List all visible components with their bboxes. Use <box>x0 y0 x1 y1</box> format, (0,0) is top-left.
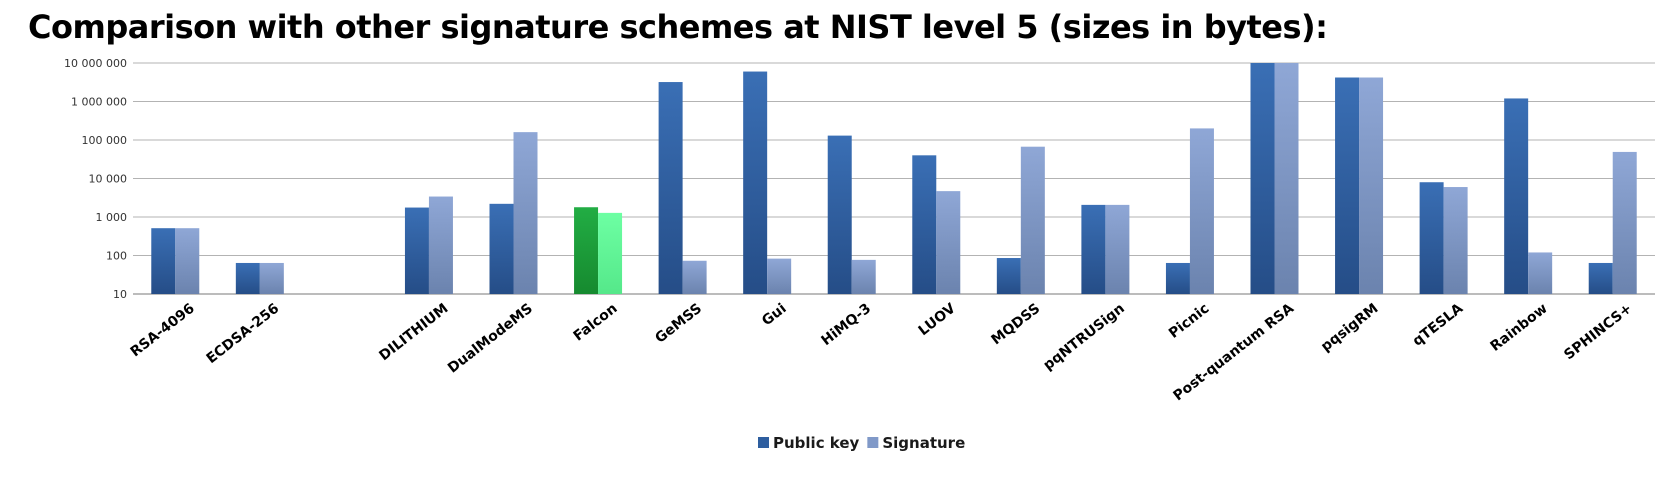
y-tick-label: 1 000 000 <box>71 96 127 109</box>
legend-swatch <box>758 437 769 448</box>
y-tick-label: 100 <box>106 250 127 263</box>
y-tick-label: 10 000 000 <box>64 57 127 70</box>
y-tick-label: 10 <box>113 288 127 301</box>
bar-public-key <box>912 155 937 294</box>
bar-signature <box>259 262 284 294</box>
bar-public-key <box>743 71 768 295</box>
category-label: DILITHIUM <box>376 301 451 365</box>
category-label: Falcon <box>571 301 621 345</box>
category-label: GeMSS <box>652 301 705 347</box>
category-label: pqsigRM <box>1318 301 1381 355</box>
bar-signature <box>1528 252 1553 294</box>
bar-signature <box>767 258 792 294</box>
bar-public-key <box>1419 182 1444 294</box>
category-label: ECDSA-256 <box>204 301 283 367</box>
bar-signature <box>513 132 538 294</box>
bar-signature <box>682 260 707 294</box>
legend-label: Signature <box>882 434 965 452</box>
bar-public-key <box>489 203 514 294</box>
category-label: LUOV <box>916 300 959 339</box>
bar-signature <box>428 196 453 294</box>
bar-signature <box>175 228 200 294</box>
bar-signature <box>851 259 876 294</box>
bar-public-key <box>1081 204 1106 294</box>
y-tick-label: 100 000 <box>82 134 128 147</box>
chart-title: Comparison with other signature schemes … <box>28 8 1328 46</box>
bar-public-key <box>1165 262 1190 294</box>
bar-signature <box>598 212 623 294</box>
bar-public-key <box>827 135 852 294</box>
bars <box>151 63 1637 295</box>
bar-signature <box>1443 187 1468 294</box>
category-label: Gui <box>759 301 790 330</box>
category-label: pqNTRUSign <box>1041 301 1128 374</box>
bar-signature <box>1612 151 1637 294</box>
bar-public-key <box>151 228 176 294</box>
bar-signature <box>1274 63 1299 294</box>
legend-label: Public key <box>773 434 860 452</box>
bar-signature <box>1020 146 1045 294</box>
gridlines <box>133 62 1655 295</box>
y-tick-label: 1 000 <box>96 211 128 224</box>
category-label: SPHINCS+ <box>1561 301 1635 364</box>
bar-public-key <box>1250 63 1275 294</box>
bar-public-key <box>574 207 599 294</box>
legend-swatch <box>867 437 879 448</box>
bar-public-key <box>404 207 429 294</box>
category-label: DualModeMS <box>445 301 536 377</box>
bar-signature <box>1105 204 1130 294</box>
bar-public-key <box>1588 262 1613 294</box>
bar-signature <box>1359 77 1384 294</box>
bar-public-key <box>1335 77 1360 294</box>
bar-signature <box>1189 128 1214 294</box>
category-label: MQDSS <box>989 301 1044 349</box>
category-label: qTESLA <box>1410 300 1466 349</box>
bar-public-key <box>235 262 260 294</box>
y-axis-ticks: 10 100 1 000 10 000 100 000 1 000 000 10 000 0… <box>64 57 127 301</box>
bar-signature <box>936 191 961 294</box>
legend: Public key Signature <box>758 434 965 452</box>
bar-public-key <box>996 258 1021 294</box>
category-label: RSA-4096 <box>128 301 198 361</box>
y-tick-label: 10 000 <box>89 173 128 186</box>
bar-public-key <box>1504 98 1529 294</box>
category-label: Picnic <box>1166 301 1212 342</box>
category-label: HiMQ-3 <box>818 301 874 349</box>
category-label: Rainbow <box>1488 301 1551 355</box>
bar-public-key <box>658 82 683 294</box>
